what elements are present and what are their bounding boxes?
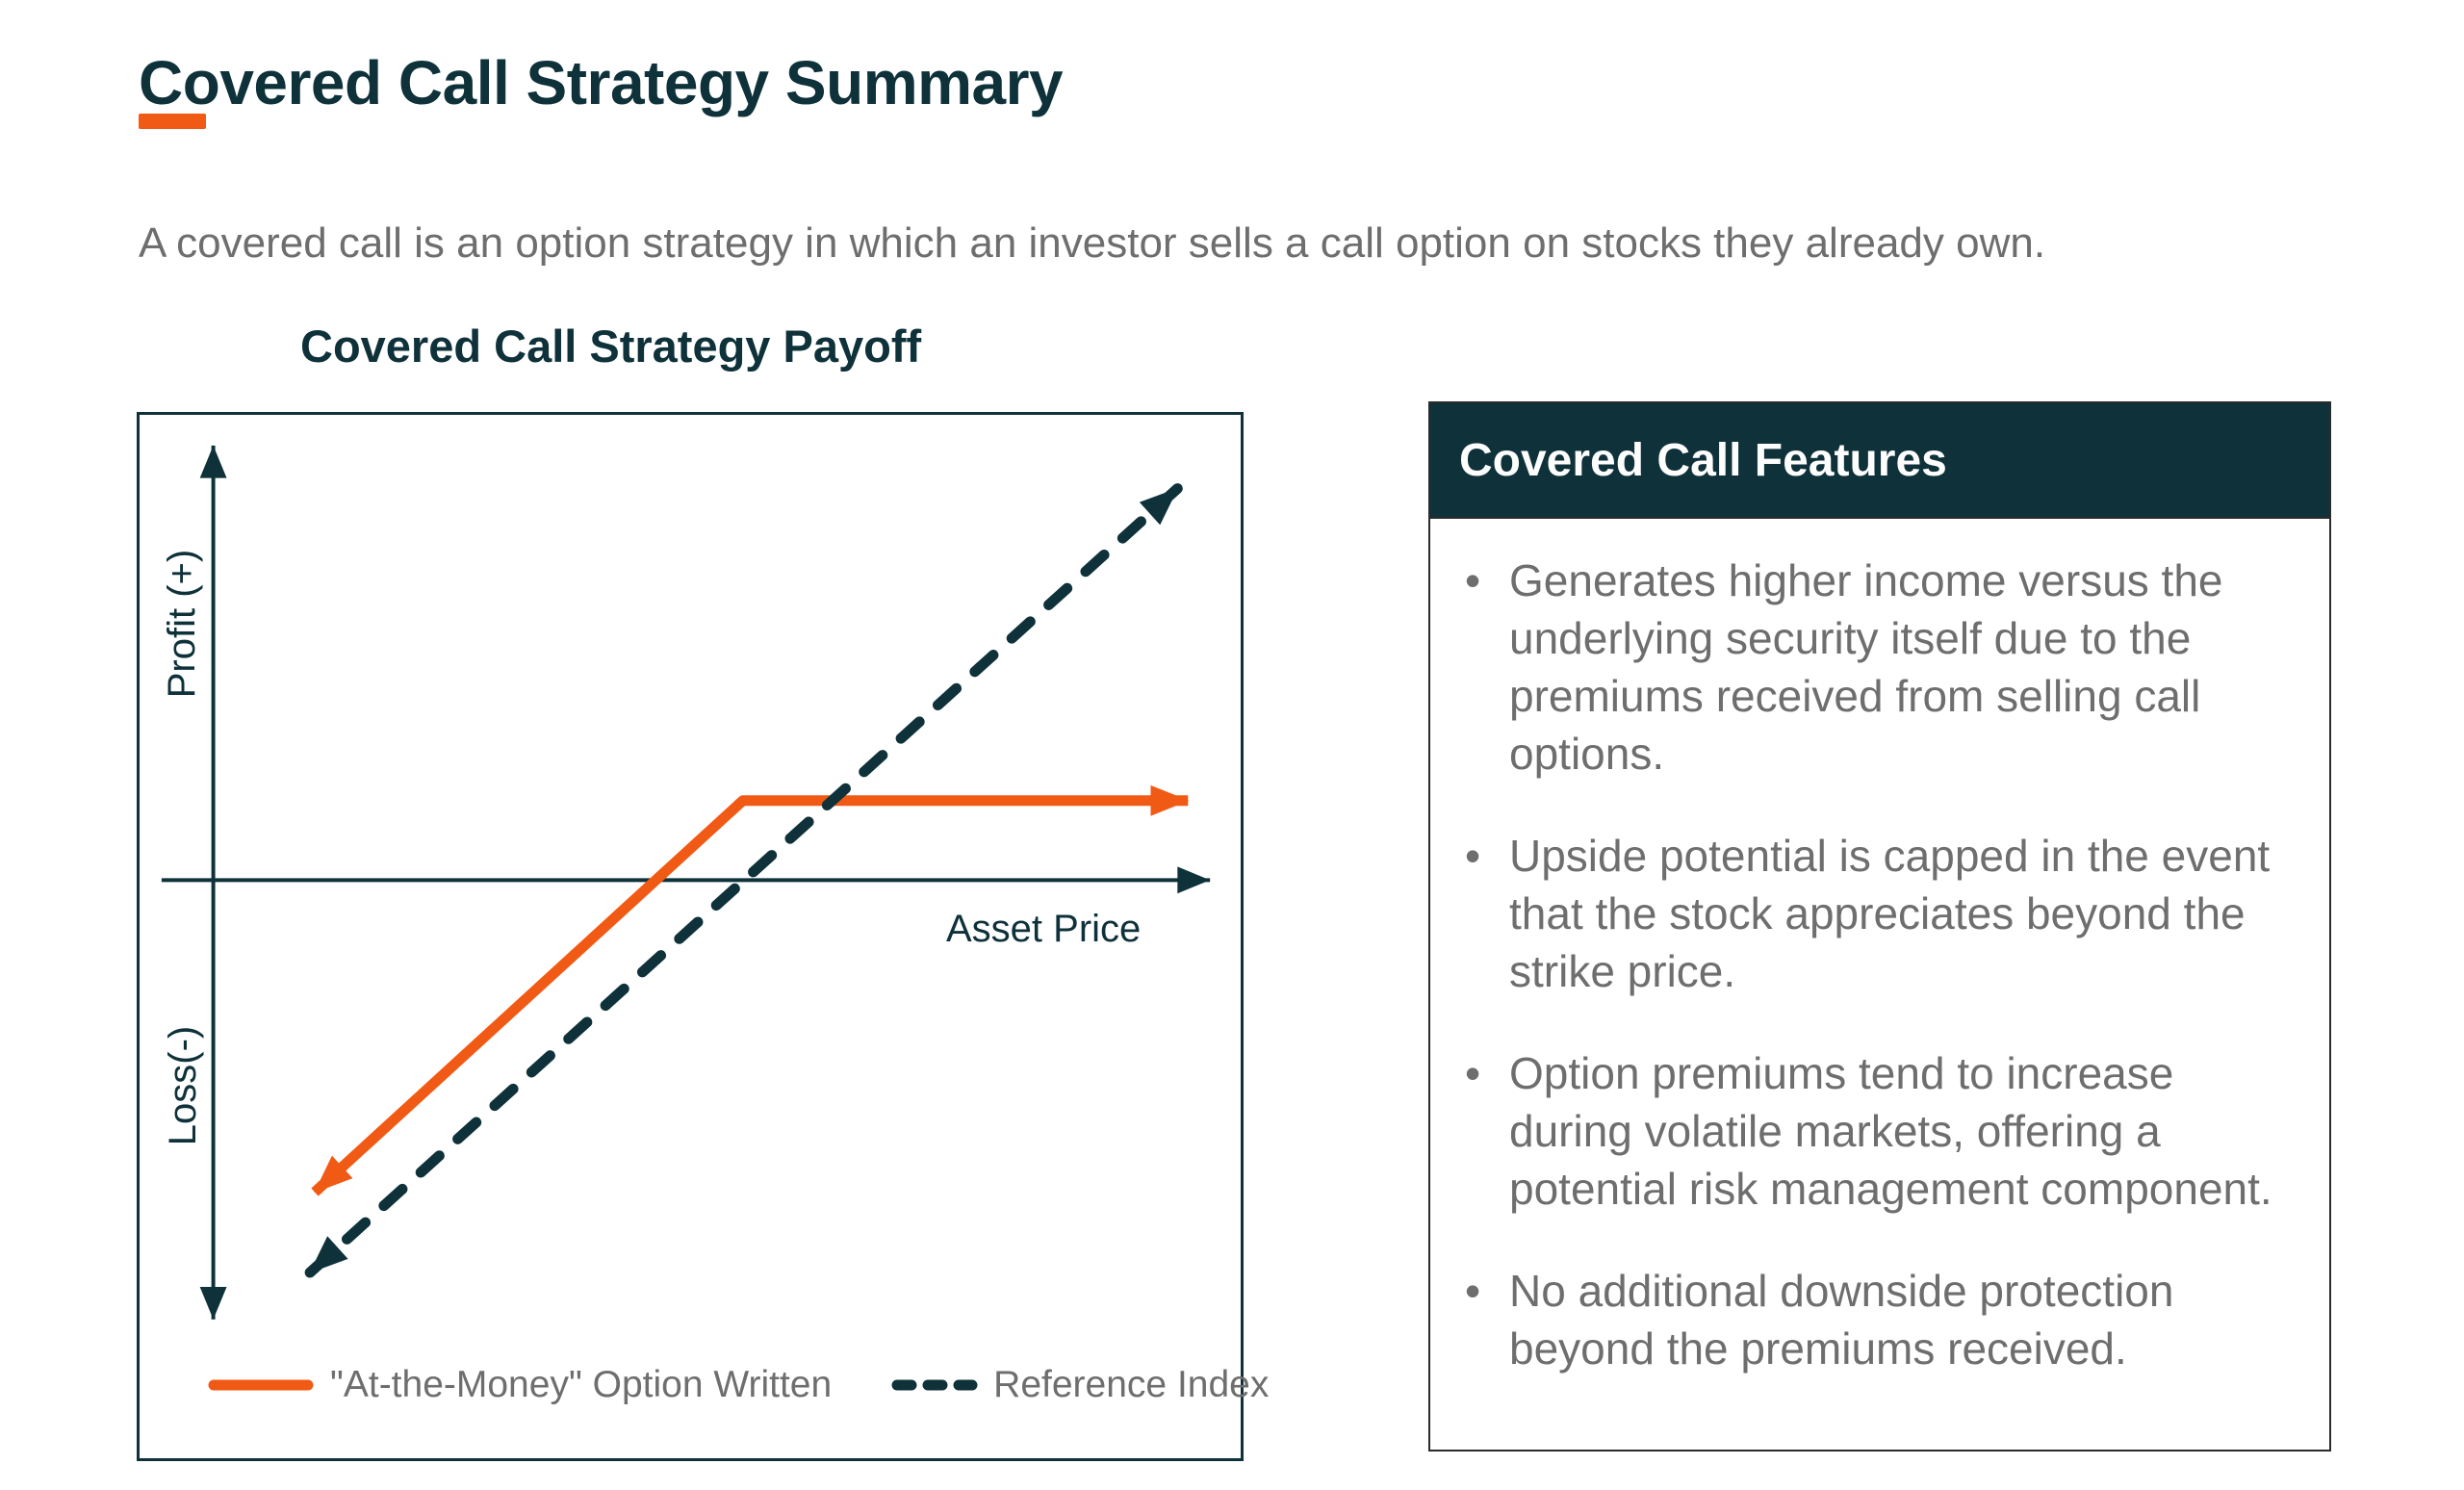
feature-text: No additional downside protection beyond…: [1509, 1266, 2174, 1374]
x-axis-label: Asset Price: [946, 908, 1142, 950]
feature-text: Option premiums tend to increase during …: [1509, 1048, 2272, 1214]
feature-text: Upside potential is capped in the event …: [1509, 831, 2271, 996]
bullet-icon: •: [1465, 555, 1481, 605]
feature-text: Generates higher income versus the under…: [1509, 555, 2223, 779]
solid-line-swatch-icon: [208, 1379, 314, 1391]
features-panel-title: Covered Call Features: [1459, 434, 1947, 486]
chart-legend: "At-the-Money" Option Written Reference …: [207, 1364, 1269, 1406]
features-panel-header: Covered Call Features: [1430, 403, 2329, 519]
features-panel: Covered Call Features • Generates higher …: [1428, 401, 2331, 1451]
list-item: • No additional downside protection beyon…: [1465, 1262, 2281, 1377]
chart-title: Covered Call Strategy Payoff: [300, 321, 922, 372]
features-list: • Generates higher income versus the unde…: [1430, 552, 2329, 1377]
y-axis-label-profit: Profit (+): [161, 549, 203, 699]
bullet-icon: •: [1465, 1048, 1481, 1098]
bullet-icon: •: [1465, 1266, 1481, 1316]
legend-item-option-written: "At-the-Money" Option Written: [207, 1364, 832, 1406]
legend-label: "At-the-Money" Option Written: [330, 1364, 833, 1405]
payoff-series: [304, 483, 1190, 1278]
accent-dash: [139, 114, 206, 129]
y-axis-label-loss: Loss(-): [162, 1025, 204, 1146]
legend-item-reference-index: Reference Index: [889, 1364, 1269, 1406]
payoff-chart: Profit (+) Loss(-) Asset Price "At-the-M…: [137, 412, 1269, 1461]
page-description: A covered call is an option strategy in …: [139, 219, 2046, 267]
list-item: • Upside potential is capped in the event…: [1465, 827, 2281, 1000]
list-item: • Option premiums tend to increase during…: [1465, 1044, 2281, 1218]
legend-label: Reference Index: [993, 1364, 1270, 1405]
page-title: Covered Call Strategy Summary: [139, 47, 1064, 117]
list-item: • Generates higher income versus the unde…: [1465, 552, 2281, 783]
series-reference-index: [304, 483, 1183, 1278]
series-option-written: [311, 784, 1190, 1196]
dashed-line-swatch-icon: [891, 1379, 978, 1391]
bullet-icon: •: [1465, 831, 1481, 881]
payoff-plot: [161, 445, 1211, 1320]
